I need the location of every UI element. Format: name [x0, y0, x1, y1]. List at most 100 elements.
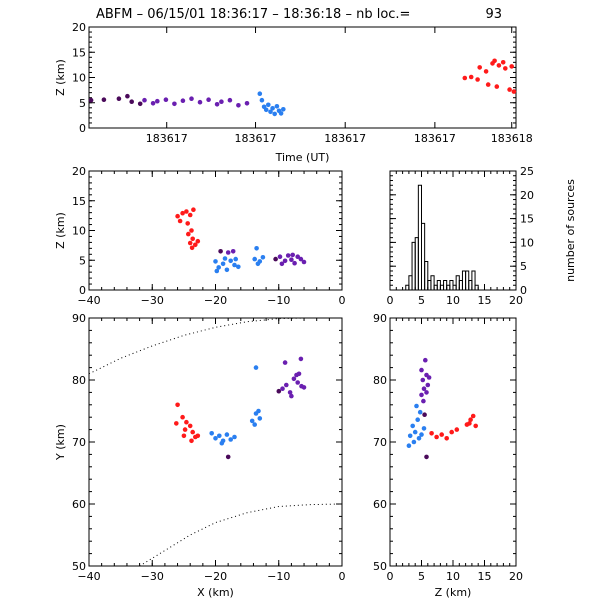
y-vs-x-point: [280, 386, 285, 392]
y-vs-z-point: [434, 434, 439, 440]
y-vs-x-point: [184, 419, 189, 425]
z-vs-x-ytick-label: 0: [79, 284, 86, 297]
y-vs-x-point: [253, 365, 259, 370]
z-vs-time-xtick-label: 183617: [414, 132, 456, 145]
z-vs-x-point: [289, 257, 294, 263]
y-vs-z-point: [421, 386, 427, 392]
source-histogram-bar: [424, 260, 429, 290]
z-vs-time-ylabel: Z (km): [54, 59, 67, 96]
y-vs-z-point: [470, 413, 476, 419]
z-vs-time-point: [274, 104, 280, 109]
y-vs-z-point: [419, 392, 424, 398]
z-vs-time-point: [219, 99, 224, 104]
y-vs-x-boundary-curve: [88, 317, 305, 375]
source-histogram-xtick-label: 10: [446, 294, 460, 307]
z-vs-x-point: [184, 209, 189, 214]
y-vs-z-point: [444, 436, 450, 441]
z-vs-time-point: [189, 96, 194, 101]
y-vs-z-point: [419, 432, 424, 437]
z-vs-x-point: [225, 250, 231, 255]
y-vs-x-point: [228, 437, 233, 442]
z-vs-time-xtick-label: 183617: [235, 132, 277, 145]
z-vs-time-point: [142, 97, 147, 103]
z-vs-time-point: [468, 74, 474, 80]
y-vs-z-point: [415, 417, 421, 423]
z-vs-time-point: [197, 99, 203, 105]
z-vs-time-point: [477, 65, 483, 70]
y-vs-z-xtick-label: 10: [446, 570, 460, 583]
z-vs-x-point: [254, 246, 259, 251]
z-vs-x-point: [228, 258, 233, 264]
z-vs-time-point: [259, 97, 265, 103]
source-histogram-bar: [474, 284, 479, 290]
z-vs-x-point: [279, 261, 285, 267]
source-histogram-ytick-label: 10: [520, 236, 534, 249]
y-vs-x-point: [232, 434, 237, 440]
y-vs-x-point: [175, 402, 180, 408]
y-vs-x-point: [252, 422, 257, 427]
z-vs-time-point: [272, 111, 278, 117]
y-vs-x-point: [282, 360, 288, 365]
z-vs-time-point: [278, 111, 284, 116]
y-vs-z-point: [411, 439, 417, 445]
source-histogram-xtick-label: 0: [387, 294, 394, 307]
z-vs-time-point: [88, 97, 94, 103]
y-vs-x-point: [301, 385, 307, 390]
y-vs-x-xtick-label: −30: [141, 570, 164, 583]
z-vs-time-point: [281, 107, 286, 112]
y-vs-z-frame: [389, 317, 517, 567]
source-histogram-ytick-label: 25: [520, 165, 534, 178]
y-vs-z-point: [416, 436, 422, 441]
z-vs-x-point: [260, 254, 266, 260]
y-vs-z-ytick-label: 50: [373, 560, 387, 573]
y-vs-z-point: [429, 431, 434, 436]
z-vs-time-point: [125, 93, 130, 99]
z-vs-time-point: [163, 97, 169, 102]
y-vs-x-point: [190, 429, 195, 435]
z-vs-time-ytick-label: 20: [72, 21, 86, 34]
y-vs-x-xtick-label: −20: [204, 570, 227, 583]
z-vs-time-point: [266, 102, 271, 108]
z-vs-x-xtick-label: −10: [267, 294, 290, 307]
y-vs-z-ytick-label: 80: [373, 374, 387, 387]
z-vs-x-point: [189, 245, 195, 251]
z-vs-x-point: [190, 236, 195, 242]
source-histogram-xtick-label: 5: [418, 294, 425, 307]
z-vs-time-point: [206, 97, 211, 102]
source-histogram-frame: [389, 170, 517, 291]
y-vs-x-ylabel: Y (km): [54, 424, 67, 461]
y-vs-z-point: [424, 454, 429, 460]
z-vs-x-point: [193, 242, 198, 248]
z-vs-time-point: [485, 82, 491, 87]
z-vs-x-point: [277, 254, 283, 259]
z-vs-x-point: [255, 261, 261, 267]
y-vs-x-ytick-label: 80: [72, 374, 86, 387]
z-vs-x-xtick-label: −20: [204, 294, 227, 307]
y-vs-z-xtick-label: 5: [418, 570, 425, 583]
z-vs-x-ytick-label: 15: [72, 195, 86, 208]
z-vs-time-point: [263, 107, 269, 113]
y-vs-x-ytick-label: 90: [72, 312, 86, 325]
z-vs-x-point: [273, 256, 278, 262]
figure-title: ABFM – 06/15/01 18:36:17 – 18:36:18 – nb…: [96, 7, 410, 22]
z-vs-x-ytick-label: 5: [79, 254, 86, 267]
z-vs-time-point: [268, 109, 273, 115]
source-histogram-ytick-label: 5: [520, 260, 527, 273]
z-vs-time-point: [492, 58, 497, 64]
z-vs-time-point: [509, 64, 514, 69]
z-vs-x-point: [301, 259, 307, 265]
y-vs-x-point: [225, 454, 231, 460]
z-vs-time-ytick-label: 15: [72, 46, 86, 59]
z-vs-time-xtick-label: 183617: [146, 132, 188, 145]
z-vs-time-point: [150, 101, 156, 106]
y-vs-x-point: [182, 427, 188, 432]
z-vs-x-point: [230, 249, 236, 254]
y-vs-x-ytick-label: 50: [72, 560, 86, 573]
z-vs-x-xtick-label: 0: [339, 294, 346, 307]
z-vs-time-point: [462, 75, 468, 81]
z-vs-time-point: [244, 101, 250, 106]
y-vs-x-point: [296, 371, 302, 377]
y-vs-x-xtick-label: −40: [77, 570, 100, 583]
z-vs-x-point: [191, 207, 196, 212]
z-vs-x-point: [213, 259, 218, 264]
